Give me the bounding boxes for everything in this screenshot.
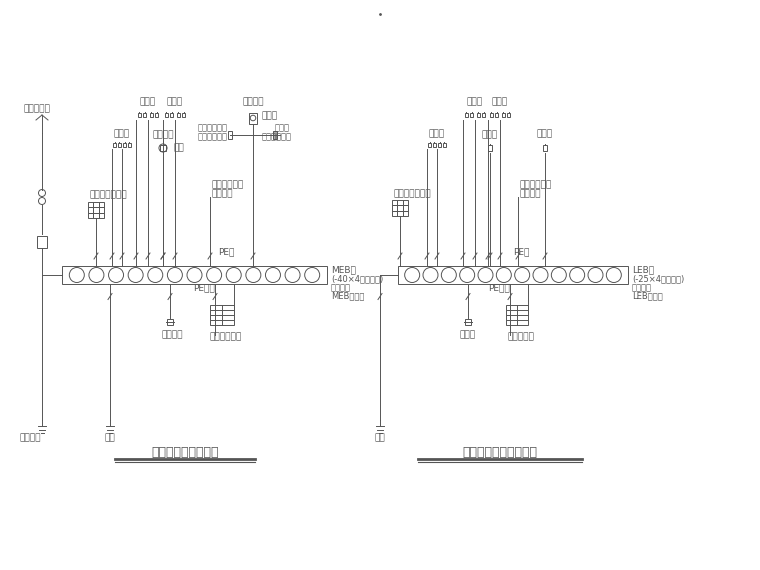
Bar <box>93 207 99 213</box>
Bar <box>488 145 492 150</box>
Text: LEB端子板: LEB端子板 <box>632 291 663 300</box>
Text: 总给水管: 总给水管 <box>152 131 174 140</box>
Bar <box>392 200 397 205</box>
Text: 采暖管: 采暖管 <box>140 97 156 107</box>
Bar <box>273 132 277 139</box>
Bar <box>177 113 179 117</box>
Text: 电子信息设备: 电子信息设备 <box>212 181 244 189</box>
Bar <box>123 144 126 146</box>
Bar <box>62 266 327 284</box>
Bar <box>182 113 185 117</box>
Bar <box>165 113 168 117</box>
Text: 空调管: 空调管 <box>429 129 445 139</box>
Bar <box>150 113 153 117</box>
Bar <box>99 207 104 213</box>
Bar <box>170 113 173 117</box>
Bar <box>210 305 234 325</box>
Bar <box>160 145 166 150</box>
Text: 防雷接闪器: 防雷接闪器 <box>24 104 51 113</box>
Bar <box>470 113 473 117</box>
Bar <box>88 213 93 218</box>
Bar <box>144 113 146 117</box>
Text: 采暖管: 采暖管 <box>467 97 483 107</box>
Bar <box>155 113 158 117</box>
Bar <box>477 113 480 117</box>
Bar <box>88 202 93 207</box>
Bar <box>502 113 505 117</box>
Text: 局部等电位联结示意图: 局部等电位联结示意图 <box>463 446 537 458</box>
Bar <box>93 202 99 207</box>
Text: (-25×4镀锌扁钢): (-25×4镀锌扁钢) <box>632 275 684 283</box>
Text: 接地母排: 接地母排 <box>632 283 652 292</box>
Bar <box>443 144 445 146</box>
Bar <box>465 113 467 117</box>
Text: 燃气公司确定: 燃气公司确定 <box>262 132 292 141</box>
Text: 总燃气管: 总燃气管 <box>242 97 264 107</box>
Text: 电源进线: 电源进线 <box>212 189 233 198</box>
Text: 总排水管: 总排水管 <box>162 331 183 340</box>
Text: PE线: PE线 <box>513 247 530 256</box>
Bar <box>138 113 141 117</box>
Bar <box>403 205 408 211</box>
Text: 给水管: 给水管 <box>482 131 498 140</box>
Text: 建筑物金属结构: 建筑物金属结构 <box>394 189 432 198</box>
Text: PE母线: PE母线 <box>193 283 215 292</box>
Bar <box>99 202 104 207</box>
Text: (-40×4镀锌扁钢): (-40×4镀锌扁钢) <box>331 275 383 283</box>
Bar <box>99 213 104 218</box>
Bar <box>128 144 131 146</box>
Bar <box>490 113 492 117</box>
Bar <box>227 132 233 139</box>
Text: 电子信息设备: 电子信息设备 <box>520 181 553 189</box>
Bar <box>397 200 403 205</box>
Text: PE母线: PE母线 <box>488 283 510 292</box>
Bar <box>113 144 116 146</box>
Bar <box>398 266 628 284</box>
Bar <box>37 236 47 248</box>
Text: 接地: 接地 <box>375 434 385 442</box>
Bar <box>543 145 547 150</box>
Bar <box>397 205 403 211</box>
Text: MEB线: MEB线 <box>331 266 356 275</box>
Text: 接地: 接地 <box>105 434 116 442</box>
Text: MEB端子板: MEB端子板 <box>331 291 364 300</box>
Text: 燃气表: 燃气表 <box>262 112 278 120</box>
Bar <box>88 207 93 213</box>
Text: 建筑物金属结构: 建筑物金属结构 <box>90 190 128 200</box>
Text: 热水管: 热水管 <box>167 97 183 107</box>
Bar <box>392 211 397 216</box>
Bar <box>429 144 431 146</box>
Text: 避雷接地: 避雷接地 <box>19 434 41 442</box>
Text: 电源进线: 电源进线 <box>520 189 541 198</box>
Bar <box>483 113 485 117</box>
Bar <box>119 144 121 146</box>
Bar <box>403 200 408 205</box>
Text: 热水管: 热水管 <box>492 97 508 107</box>
Text: 火花放电间隙: 火花放电间隙 <box>198 124 228 132</box>
Text: 水表: 水表 <box>173 144 184 153</box>
Bar <box>397 211 403 216</box>
Text: 进线配电箱: 进线配电箱 <box>507 332 534 341</box>
Text: 燃气公司确定: 燃气公司确定 <box>198 132 228 141</box>
Text: PE线: PE线 <box>218 247 234 256</box>
Text: 空调管: 空调管 <box>114 129 130 139</box>
Text: 总进线配电箱: 总进线配电箱 <box>210 332 242 341</box>
Bar <box>167 319 173 325</box>
Bar <box>496 113 498 117</box>
Bar <box>508 113 510 117</box>
Text: 总等电位联结示意图: 总等电位联结示意图 <box>151 446 219 458</box>
Bar <box>93 213 99 218</box>
Bar <box>433 144 435 146</box>
Bar <box>506 305 528 325</box>
Text: 接地母排: 接地母排 <box>331 283 351 292</box>
Text: 绝缘段: 绝缘段 <box>275 124 290 132</box>
Bar <box>439 144 441 146</box>
Bar <box>465 319 470 325</box>
Text: LEB线: LEB线 <box>632 266 654 275</box>
Text: 燃气管: 燃气管 <box>537 129 553 139</box>
Bar <box>249 112 257 124</box>
Bar <box>403 211 408 216</box>
Bar <box>392 205 397 211</box>
Text: 排水管: 排水管 <box>460 331 476 340</box>
